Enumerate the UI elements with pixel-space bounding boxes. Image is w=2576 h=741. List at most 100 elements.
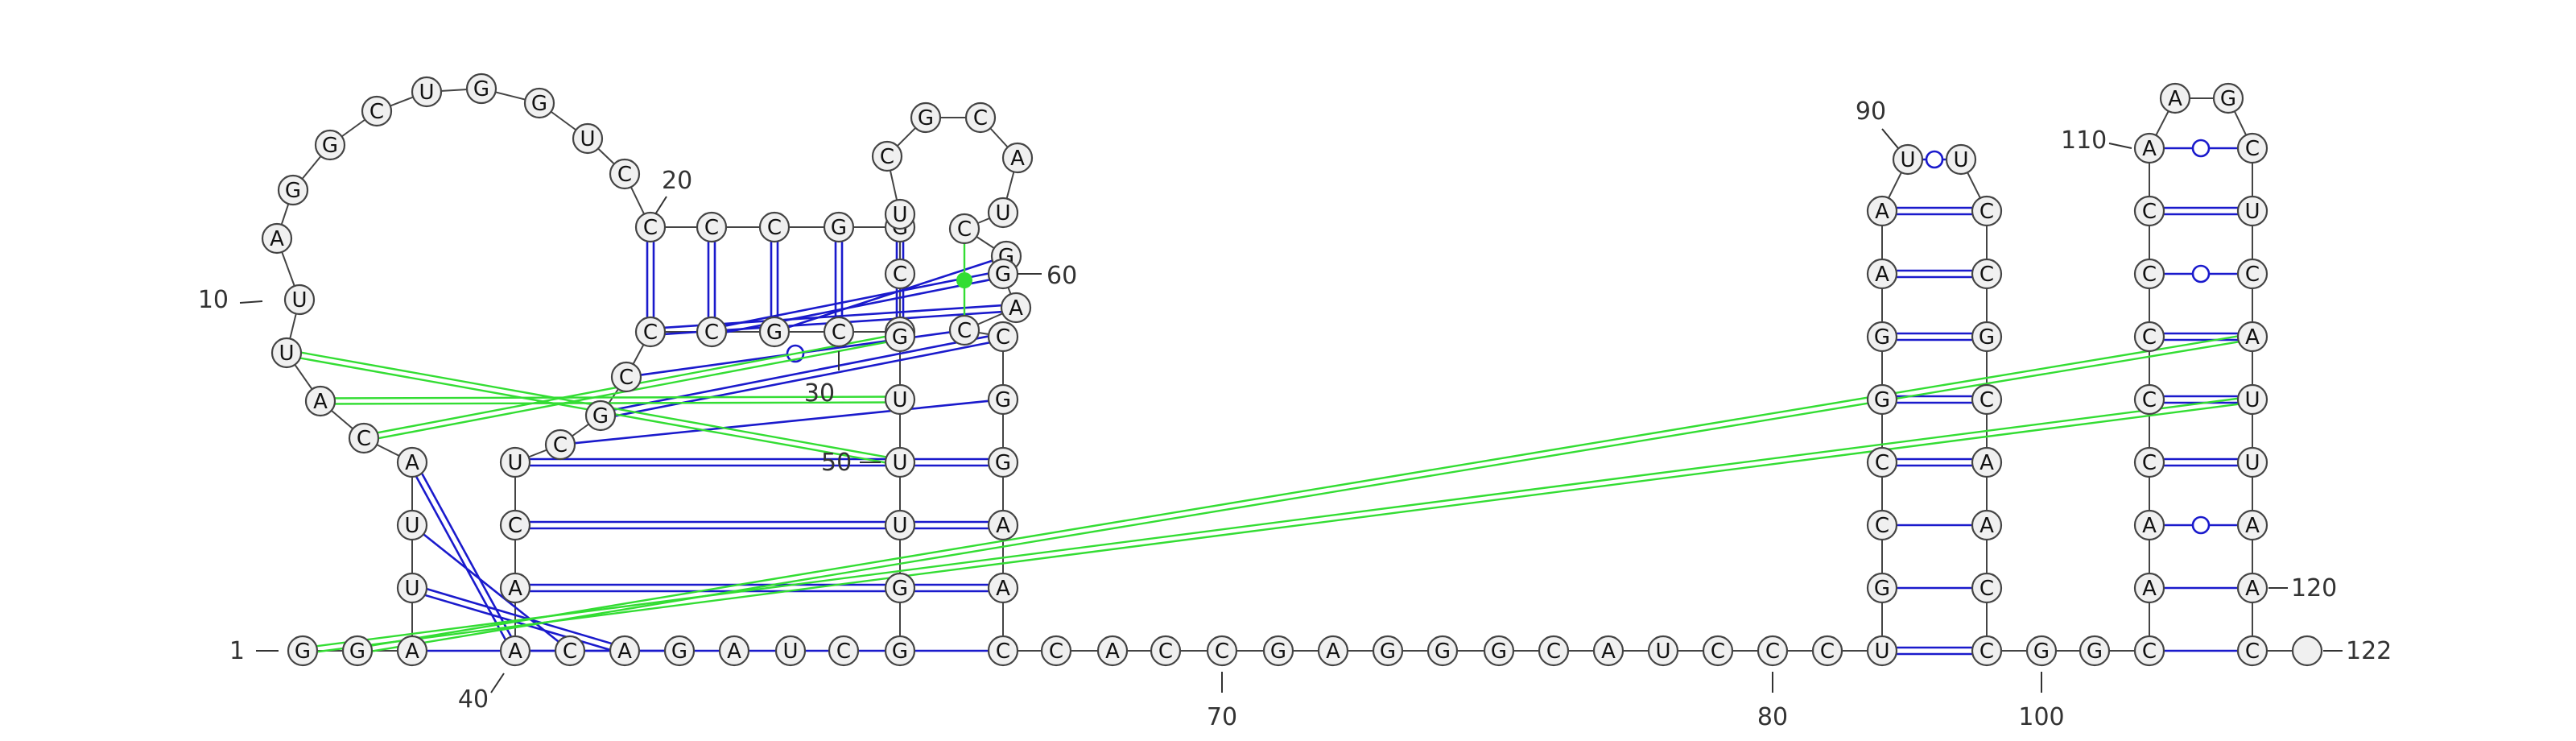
nucleotide-11: A	[262, 224, 291, 253]
position-label-50: 50	[821, 449, 852, 477]
nucleotide-13: G	[316, 130, 345, 159]
nucleotide-letter: C	[563, 640, 577, 664]
backbone	[277, 89, 2307, 651]
pseudoknot-line	[358, 339, 2253, 653]
nucleotide-letter: A	[313, 390, 328, 414]
nucleotide-115: C	[2238, 259, 2267, 288]
nucleotide-letter: G	[2087, 640, 2103, 664]
position-label-110: 110	[2061, 126, 2107, 155]
nucleotide-letter: G	[322, 134, 338, 158]
nucleotide-letter: C	[643, 216, 658, 240]
nucleotide-letter: U	[419, 81, 434, 105]
nucleotide-73: G	[1373, 636, 1402, 665]
gu-pair-marker	[1926, 151, 1942, 168]
nucleotide-letter: G	[766, 321, 782, 345]
nucleotide-letter: U	[404, 514, 419, 538]
nucleotide-26: C	[824, 317, 853, 346]
position-label-1: 1	[229, 637, 245, 665]
nucleotide-76: C	[1539, 636, 1568, 665]
nucleotide-letter: U	[2244, 451, 2260, 475]
nucleotide-32: C	[546, 430, 575, 459]
nucleotide-31: G	[586, 401, 615, 430]
position-label-120: 120	[2291, 574, 2337, 602]
nucleotide-letter: C	[893, 263, 907, 287]
gc-pair-line	[725, 274, 989, 326]
nucleotide-87: G	[1868, 322, 1897, 351]
nucleotide-letter: U	[507, 451, 522, 475]
nucleotide-39: G	[665, 636, 694, 665]
nucleotide-letter: A	[270, 227, 284, 251]
nucleotide-letter: G	[2220, 87, 2236, 111]
nucleotide-letter: A	[2245, 325, 2260, 350]
nucleotide-letter: G	[2033, 640, 2050, 664]
nucleotide-letter: C	[617, 163, 632, 187]
nucleotide-letter: G	[285, 179, 301, 203]
nucleotide-116: A	[2238, 322, 2267, 351]
nucleotide-letter: A	[1326, 640, 1340, 664]
nucleotide-2: G	[343, 636, 372, 665]
nucleotide-letter: C	[832, 321, 846, 345]
nucleotide-91: U	[1946, 145, 1975, 174]
nucleotide-60: C	[950, 316, 979, 345]
nucleotide-letter: C	[2142, 263, 2157, 287]
nucleotide-88: A	[1868, 259, 1897, 288]
nucleotide-9: U	[272, 338, 301, 367]
nucleotide-letter: C	[1979, 577, 1994, 601]
nucleotide-51: C	[873, 142, 902, 171]
nucleotide-letter: G	[892, 577, 908, 601]
nucleotide-81: C	[1813, 636, 1842, 665]
nucleotide-letter: C	[1820, 640, 1835, 664]
nucleotide-20: C	[636, 213, 665, 242]
nucleotide-79: C	[1703, 636, 1732, 665]
position-label-122: 122	[2346, 637, 2392, 665]
nucleotide-111: A	[2161, 84, 2190, 113]
nucleotide-54: A	[1003, 143, 1032, 172]
nucleotide-52: G	[911, 103, 940, 132]
nucleotide-61: C	[989, 322, 1018, 351]
noncanonical-marker	[956, 272, 972, 288]
nucleotide-letter: G	[671, 640, 687, 664]
gc-pair-line	[422, 474, 511, 636]
nucleotide-letter: A	[405, 640, 419, 664]
nucleotide-22: C	[760, 213, 789, 242]
nucleotide-letter: C	[1049, 640, 1063, 664]
nucleotide-82: U	[1868, 636, 1897, 665]
nucleotide-75: G	[1484, 636, 1513, 665]
au-pair-line	[575, 401, 989, 443]
nucleotide-98: C	[1972, 573, 2001, 602]
nucleotide-letter: G	[892, 325, 908, 350]
nucleotide-102: C	[2135, 636, 2164, 665]
nucleotide-107: C	[2135, 322, 2164, 351]
nucleotide-117: U	[2238, 385, 2267, 414]
nucleotide-letter: C	[704, 321, 719, 345]
nucleotide-letter: A	[405, 451, 419, 475]
nucleotide-letter: G	[831, 216, 847, 240]
nucleotide-12: G	[279, 176, 308, 205]
nucleotide-letter: C	[2245, 640, 2260, 664]
nucleotide-112: G	[2214, 84, 2243, 113]
nucleotide-letter: G	[473, 77, 489, 101]
nucleotide-letter: G	[295, 640, 311, 664]
nucleotide-letter: C	[553, 433, 568, 457]
nucleotide-110: A	[2135, 134, 2164, 163]
gc-pair-line	[416, 477, 506, 640]
nucleotide-47: U	[886, 385, 914, 414]
position-tick	[2109, 143, 2132, 148]
nucleotide-7: C	[349, 424, 378, 453]
nucleotide-53: C	[966, 103, 995, 132]
nucleotide-letter: C	[973, 106, 988, 130]
nucleotide-letter: G	[531, 92, 547, 116]
nucleotide-49: C	[886, 259, 914, 288]
position-label-80: 80	[1757, 703, 1788, 731]
nucleotide-letter: A	[1601, 640, 1616, 664]
nucleotide-104: A	[2135, 511, 2164, 540]
nucleotide-114: U	[2238, 197, 2267, 226]
nucleotide-100: G	[2027, 636, 2056, 665]
nucleotide-letter: A	[1979, 514, 1994, 538]
nucleotide-letter: U	[892, 388, 907, 412]
nucleotide-letter: U	[782, 640, 798, 664]
nucleotide-letter: A	[1979, 451, 1994, 475]
nucleotide-44: G	[886, 573, 914, 602]
nucleotide-letter: C	[1979, 388, 1994, 412]
